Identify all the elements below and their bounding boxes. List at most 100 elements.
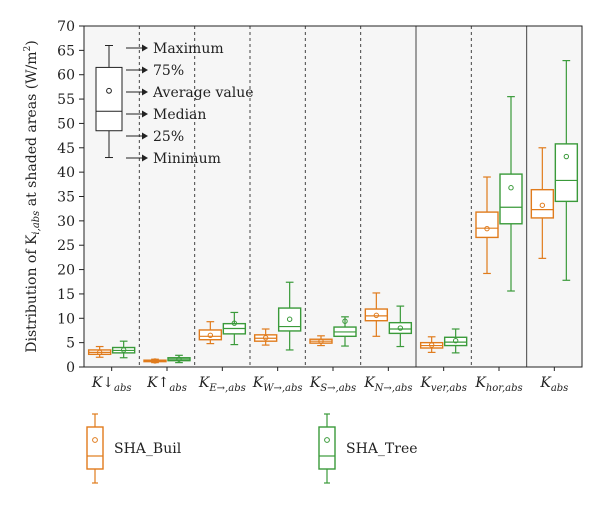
x-tick-label-sub: W→,abs	[263, 383, 302, 394]
x-tick-label-main: K	[309, 375, 322, 391]
key-label: Maximum	[153, 41, 224, 57]
key-arrowhead	[142, 44, 148, 52]
box-SHA_Tree	[554, 59, 579, 281]
x-tick-label-sub: N→,abs	[374, 383, 413, 394]
y-tick-label: 40	[57, 165, 75, 181]
box-SHA_Tree	[388, 305, 413, 348]
mean-marker	[452, 337, 459, 344]
mean-marker	[539, 202, 546, 208]
x-tick-label: K↓abs	[91, 375, 132, 394]
x-tick-label-sub: abs	[551, 383, 569, 394]
key-label: 75%	[153, 63, 184, 79]
x-tick-label-sub: ver,abs	[431, 383, 467, 394]
box-iqr	[443, 336, 468, 347]
mean-marker	[286, 316, 293, 322]
box-iqr	[554, 143, 579, 203]
mean-marker	[563, 153, 570, 160]
mean-marker	[152, 358, 158, 364]
x-tick-label-main: K↑	[146, 375, 169, 391]
x-axis: K↓abs K↑abs KE→,abs KW→,abs KS→,abs KN→,abs Kv…	[91, 367, 568, 394]
y-axis-label-sub: i,abs	[31, 211, 42, 235]
x-tick-label: KN→,abs	[363, 375, 412, 394]
x-tick-label: Kabs	[539, 375, 568, 394]
y-tick-label: 60	[57, 68, 75, 84]
key-label: 25%	[153, 129, 184, 145]
key-arrowhead	[142, 110, 148, 118]
box-SHA_Tree	[222, 311, 247, 346]
legend-label: SHA_Buil	[114, 441, 182, 457]
box-SHA_Buil	[419, 336, 444, 353]
legend: SHA_Buil SHA_Tree	[86, 413, 418, 484]
box-SHA_Tree	[499, 96, 523, 292]
y-tick-label: 65	[57, 43, 75, 59]
key-label: Average value	[152, 85, 254, 101]
key-box	[95, 44, 123, 159]
box-plots	[87, 59, 579, 364]
key-arrowhead	[142, 154, 148, 162]
legend-label: SHA_Tree	[346, 441, 418, 457]
x-tick-label-sub: hor,abs	[486, 383, 523, 394]
box-SHA_Tree	[333, 316, 357, 347]
y-tick-label: 35	[57, 190, 75, 206]
y-axis-label-close: )	[24, 40, 40, 45]
mean-marker	[342, 318, 348, 324]
mean-marker	[262, 335, 269, 341]
mean-marker	[397, 325, 404, 331]
box-SHA_Tree	[443, 328, 468, 354]
key-arrowhead	[142, 66, 148, 74]
box-key: Maximum 75% Average value Median 25% Minimum	[95, 41, 254, 167]
key-label: Median	[153, 107, 206, 123]
x-tick-label-main: K	[474, 375, 487, 391]
box-SHA_Tree	[277, 281, 302, 351]
y-tick-label: 5	[66, 336, 75, 352]
x-tick-label-sub: E→,abs	[208, 383, 245, 394]
y-tick-label: 0	[66, 360, 75, 376]
x-tick-label: Kver,abs	[419, 375, 466, 394]
legend-mean	[324, 437, 330, 443]
mean-marker	[508, 185, 514, 191]
box-SHA_Buil	[309, 335, 333, 347]
box-SHA_Buil	[87, 345, 112, 358]
y-axis-label-suffix: at shaded areas (W/m	[24, 51, 40, 210]
box-iqr	[277, 307, 302, 332]
box-SHA_Buil	[530, 147, 555, 259]
key-label: Minimum	[153, 151, 221, 167]
y-axis-label-sup: 2	[23, 46, 33, 52]
mean-marker	[428, 342, 435, 348]
x-tick-label-main: K	[252, 375, 265, 391]
box-SHA_Buil	[143, 358, 167, 364]
y-tick-label: 25	[57, 238, 75, 254]
legend-box	[318, 426, 336, 470]
box-SHA_Buil	[198, 321, 223, 345]
mean-marker	[231, 320, 238, 326]
box-SHA_Tree	[111, 340, 136, 359]
box-iqr	[530, 188, 555, 219]
x-tick-label-main: K	[198, 375, 211, 391]
box-iqr	[499, 173, 523, 225]
mean-marker	[96, 349, 103, 356]
y-tick-label: 15	[57, 287, 75, 303]
y-tick-label: 50	[57, 116, 75, 132]
x-tick-label-main: K	[419, 375, 432, 391]
y-axis: 0 5 10 15 20 25 30 35 40 45 50 55 60 65 70	[57, 19, 84, 376]
legend-mean	[92, 437, 98, 443]
y-tick-label: 45	[57, 141, 75, 157]
box-iqr	[388, 321, 413, 335]
key-arrowhead	[142, 132, 148, 140]
key-box-iqr	[95, 66, 123, 132]
mean-marker	[373, 312, 380, 319]
mean-marker	[318, 338, 324, 344]
box-SHA_Buil	[475, 176, 499, 275]
y-tick-label: 55	[57, 92, 75, 108]
x-tick-label: KS→,abs	[309, 375, 356, 394]
key-arrowhead	[142, 88, 148, 96]
x-tick-label-main: K↓	[91, 375, 114, 391]
y-tick-label: 30	[57, 214, 75, 230]
box-SHA_Buil	[253, 328, 278, 346]
legend-item: SHA_Tree	[318, 413, 418, 484]
x-tick-label-main: K	[539, 375, 552, 391]
legend-item: SHA_Buil	[86, 413, 182, 484]
plot-background	[84, 26, 582, 367]
key-mean-marker	[106, 87, 112, 94]
